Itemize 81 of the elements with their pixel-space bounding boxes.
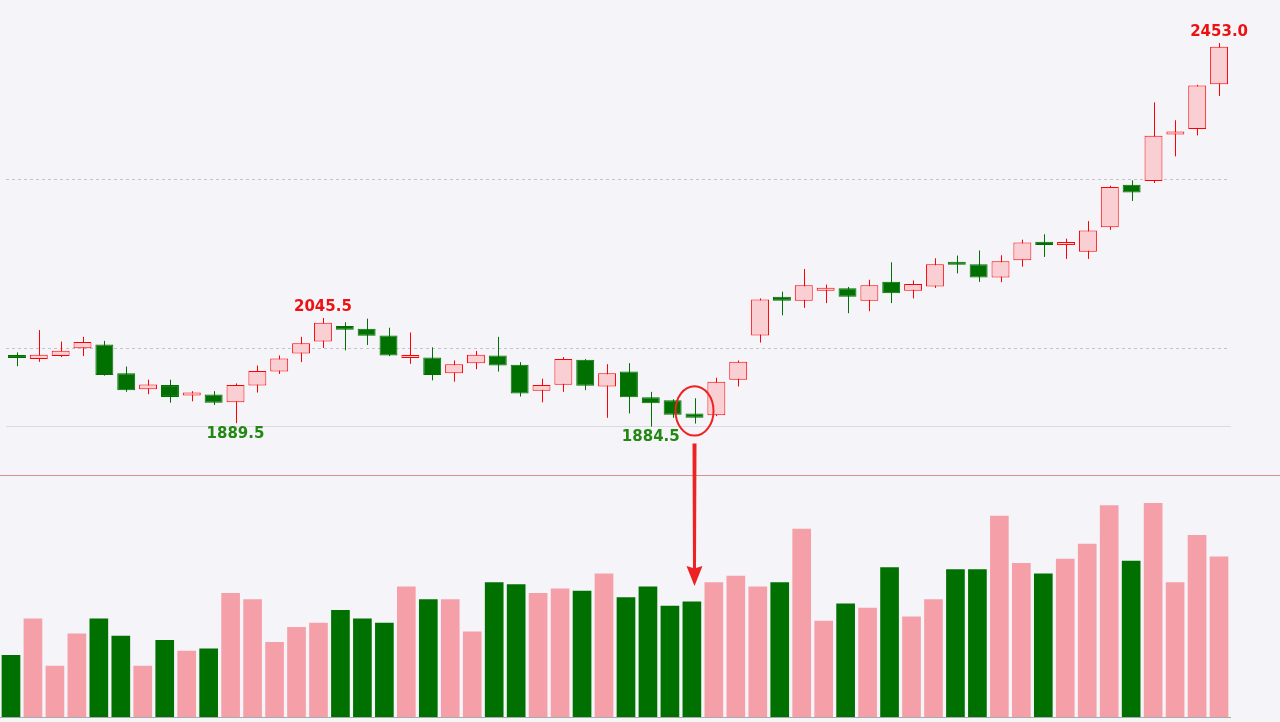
candlestick — [925, 257, 944, 289]
candlestick — [488, 336, 507, 373]
candlestick — [641, 391, 660, 428]
bar — [990, 515, 1009, 717]
bar — [858, 607, 877, 717]
bar — [572, 590, 592, 717]
bar — [836, 603, 855, 717]
bar — [968, 569, 987, 717]
bar — [814, 620, 833, 717]
bar — [638, 586, 658, 717]
bar — [353, 618, 372, 717]
bar — [1055, 558, 1075, 717]
bar — [155, 639, 175, 717]
annotation: 2453.0 — [1190, 22, 1249, 41]
bar — [89, 618, 109, 717]
bar — [1012, 562, 1031, 717]
bar — [1033, 573, 1053, 717]
annotation: 1889.5 — [206, 423, 265, 442]
bar — [287, 627, 306, 717]
candlestick — [619, 362, 638, 414]
bar — [375, 622, 394, 717]
bar — [484, 582, 504, 717]
candlestick — [772, 291, 791, 316]
candlestick — [401, 331, 420, 365]
bar — [133, 665, 153, 717]
candlestick — [292, 336, 311, 363]
bar — [418, 599, 438, 717]
bar — [616, 597, 636, 717]
bar — [111, 635, 131, 717]
bar — [880, 567, 899, 717]
annotation: 2045.5 — [293, 297, 352, 316]
candlestick — [532, 378, 551, 403]
candlestick — [685, 397, 704, 425]
candlestick — [1166, 119, 1185, 157]
bar — [309, 622, 328, 717]
bar — [726, 575, 746, 717]
bar — [924, 599, 943, 717]
bar — [704, 582, 724, 717]
candlestick — [1078, 220, 1097, 260]
bar — [331, 610, 350, 717]
bar — [1209, 556, 1229, 717]
bar — [1143, 503, 1163, 717]
bar — [660, 605, 680, 717]
candlestick — [816, 284, 835, 304]
bar — [1, 654, 21, 717]
bar — [1121, 560, 1141, 717]
candlestick — [335, 321, 354, 351]
bar — [1099, 505, 1119, 717]
bar — [397, 586, 416, 717]
candlestick — [554, 356, 573, 393]
bar — [770, 582, 790, 717]
annotation: 1884.5 — [621, 426, 680, 445]
bar — [902, 616, 921, 717]
bar — [243, 599, 262, 717]
bar — [682, 601, 702, 717]
bar — [23, 618, 43, 717]
bar — [550, 588, 570, 717]
bar — [45, 665, 65, 717]
candlestick — [357, 318, 376, 346]
candlestick — [882, 261, 901, 304]
bar — [1165, 582, 1185, 717]
bar — [462, 631, 482, 717]
bar — [440, 599, 460, 717]
bar — [221, 592, 240, 717]
bar — [946, 569, 965, 717]
bar — [594, 573, 614, 717]
bar — [177, 650, 197, 717]
candlestick — [1057, 238, 1076, 260]
bar — [792, 528, 812, 717]
bar — [528, 592, 548, 717]
candlestick — [838, 286, 857, 314]
candlestick — [466, 350, 485, 370]
bar — [1077, 543, 1097, 717]
candlestick — [445, 359, 464, 383]
bar — [506, 584, 526, 717]
bar — [748, 586, 768, 717]
bar — [67, 633, 87, 717]
bar — [1187, 535, 1207, 717]
candlestick — [576, 358, 595, 391]
bar — [265, 642, 284, 717]
bar — [199, 648, 218, 717]
